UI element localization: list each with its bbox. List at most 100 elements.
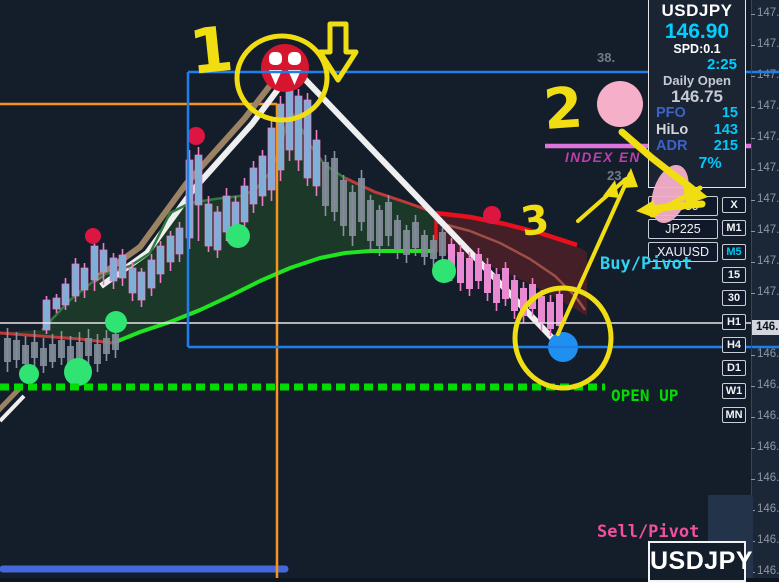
timeframe-button-d1[interactable]: D1 xyxy=(722,360,746,377)
index-entry-label: INDEX EN xyxy=(565,150,641,165)
price-tick-label: 147. xyxy=(750,224,779,236)
current-price-tag: 146. xyxy=(752,320,779,335)
price-tick-label: 147. xyxy=(750,255,779,267)
timeframe-button-x[interactable]: X xyxy=(722,197,746,213)
candle-body xyxy=(109,257,118,282)
candle-body xyxy=(128,267,137,294)
stat-label: PFO xyxy=(656,105,686,121)
candle xyxy=(412,215,419,256)
timeframe-button-w1[interactable]: W1 xyxy=(722,383,746,400)
swing-high-dot xyxy=(85,228,101,244)
candle xyxy=(42,296,51,334)
candle-body xyxy=(511,280,518,311)
candle xyxy=(403,225,410,263)
candle xyxy=(94,334,101,372)
candle-body xyxy=(412,222,419,248)
candle-body xyxy=(71,263,80,297)
stat-value: 15 xyxy=(721,105,738,121)
price-tick-label: 147. xyxy=(750,162,779,174)
candle-body xyxy=(4,338,11,362)
panel-clock: 2:25 xyxy=(706,56,737,73)
candle xyxy=(457,245,464,291)
candle-body xyxy=(185,159,194,239)
candle-body xyxy=(493,274,500,303)
candle xyxy=(493,268,500,311)
price-axis[interactable]: 147. 147. 147. 147. 147. 147. 147. 147. 147. 147.… xyxy=(750,0,779,582)
candle-body xyxy=(52,297,61,310)
candle-body xyxy=(94,344,101,364)
swing-low-dot xyxy=(19,364,39,384)
candle xyxy=(13,332,20,368)
candle-body xyxy=(529,284,536,309)
candle xyxy=(40,338,47,373)
daily-open-value: 146.75 xyxy=(671,87,723,106)
candle xyxy=(258,150,267,206)
candle-body xyxy=(475,254,482,281)
candle-body xyxy=(249,167,258,205)
candle xyxy=(294,89,303,171)
candle xyxy=(439,228,446,263)
candle-body xyxy=(285,87,294,151)
candle-body xyxy=(99,249,108,273)
timeframe-button-h4[interactable]: H4 xyxy=(722,336,746,353)
candle xyxy=(267,121,276,201)
timeframe-button-30[interactable]: 30 xyxy=(722,290,746,307)
panel-percent: 7% xyxy=(698,154,722,172)
candle-body xyxy=(42,299,51,331)
timeframe-button-m5[interactable]: M5 xyxy=(722,243,746,260)
candle-body xyxy=(294,95,303,161)
candle-body xyxy=(194,154,203,206)
panel-stat-rows: PFO 15 HiLo 143 ADR 215 xyxy=(649,105,745,155)
candle-body xyxy=(76,342,83,362)
candle xyxy=(194,147,203,241)
candle xyxy=(502,262,509,306)
candle xyxy=(475,248,482,289)
candle xyxy=(213,206,222,258)
price-tick-label: 146. xyxy=(750,379,779,391)
candle-body xyxy=(421,235,428,257)
open-up-label: OPEN UP xyxy=(611,386,679,405)
candle-body xyxy=(448,244,455,271)
symbol-button-xauusd[interactable]: XAUUSD xyxy=(648,242,718,262)
info-panel: USDJPY 146.90 SPD:0.1 2:25 Daily Open 14… xyxy=(648,0,746,188)
timeframe-button-m1[interactable]: M1 xyxy=(722,220,746,237)
candle-body xyxy=(394,220,401,250)
candle-body xyxy=(175,227,184,255)
candle xyxy=(204,196,213,252)
symbol-button-us30[interactable]: US30 xyxy=(648,196,718,216)
price-tick-label: 147. xyxy=(750,7,779,19)
candle xyxy=(71,258,80,302)
candle xyxy=(331,151,338,221)
symbol-button-jp225[interactable]: JP225 xyxy=(648,219,718,239)
icon-quadrant xyxy=(288,52,301,65)
timeframe-button-h1[interactable]: H1 xyxy=(722,313,746,330)
timeframe-button-15[interactable]: 15 xyxy=(722,266,746,283)
candle xyxy=(58,331,65,365)
candle-body xyxy=(80,267,89,291)
stat-label: ADR xyxy=(656,138,688,154)
swing-low-dot xyxy=(432,259,456,283)
price-tick-label: 147. xyxy=(750,100,779,112)
candle xyxy=(466,252,473,296)
candle xyxy=(175,222,184,262)
candle xyxy=(349,185,356,246)
candle xyxy=(376,205,383,256)
candle xyxy=(394,215,401,259)
candle-body xyxy=(547,302,554,329)
stat-label: HiLo xyxy=(656,121,689,138)
candle-body xyxy=(267,127,276,191)
candle xyxy=(520,282,527,323)
candle-body xyxy=(67,346,74,368)
timeframe-button-mn[interactable]: MN xyxy=(722,406,746,423)
candle-body xyxy=(358,178,365,222)
candle-body xyxy=(58,340,65,358)
daily-open-label: Daily Open xyxy=(663,73,731,88)
candle xyxy=(222,188,231,241)
candle-body xyxy=(137,271,146,301)
swing-low-dot xyxy=(105,311,127,333)
icon-quadrant xyxy=(269,52,282,65)
ma-lower-green xyxy=(112,249,436,345)
candle xyxy=(312,130,321,196)
